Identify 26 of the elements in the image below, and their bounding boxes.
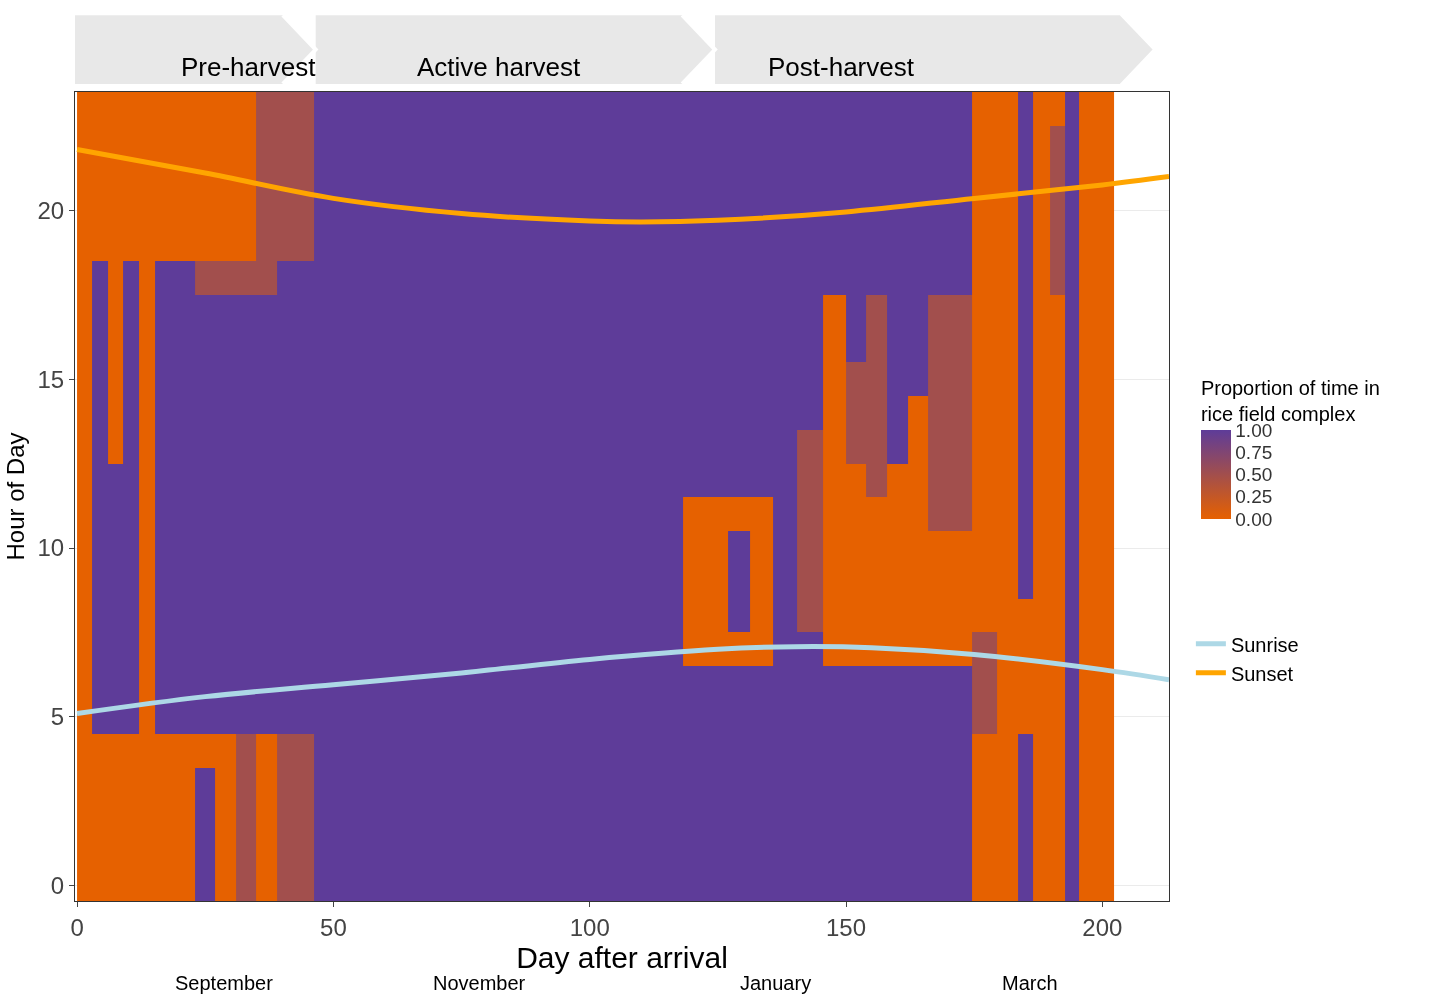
color-bar-label: 0.25 bbox=[1235, 486, 1273, 508]
color-bar-label: 0.00 bbox=[1235, 508, 1273, 530]
x-tick-label: 150 bbox=[826, 913, 867, 941]
y-tick-label: 20 bbox=[37, 196, 65, 224]
text: March bbox=[1002, 972, 1058, 994]
color-bar-title: Proportion of time in rice field complex bbox=[1200, 376, 1380, 425]
x-tick-label: 50 bbox=[320, 913, 347, 941]
y-tick-label: 5 bbox=[50, 703, 65, 731]
y-tick-label: 10 bbox=[37, 534, 65, 562]
y-tick-label: 15 bbox=[37, 365, 65, 393]
color-bar-label: 0.75 bbox=[1235, 441, 1273, 463]
text: Active harvest bbox=[417, 52, 582, 82]
text: November bbox=[433, 972, 526, 994]
x-tick-label: 100 bbox=[569, 913, 610, 941]
text: Post-harvest bbox=[768, 52, 915, 82]
legend-label: Sunrise bbox=[1230, 633, 1299, 656]
text: Pre-harvest bbox=[181, 52, 317, 82]
text: January bbox=[740, 972, 812, 994]
y-axis-title: Hour of Day bbox=[1, 432, 29, 561]
y-tick-label: 0 bbox=[50, 872, 65, 900]
color-bar-label: 0.50 bbox=[1235, 464, 1273, 486]
legend-label: Sunset bbox=[1230, 662, 1294, 685]
x-tick-label: 200 bbox=[1082, 913, 1123, 941]
text: September bbox=[175, 972, 274, 994]
x-tick-label: 0 bbox=[70, 913, 84, 941]
x-axis-title: Day after arrival bbox=[516, 940, 728, 974]
